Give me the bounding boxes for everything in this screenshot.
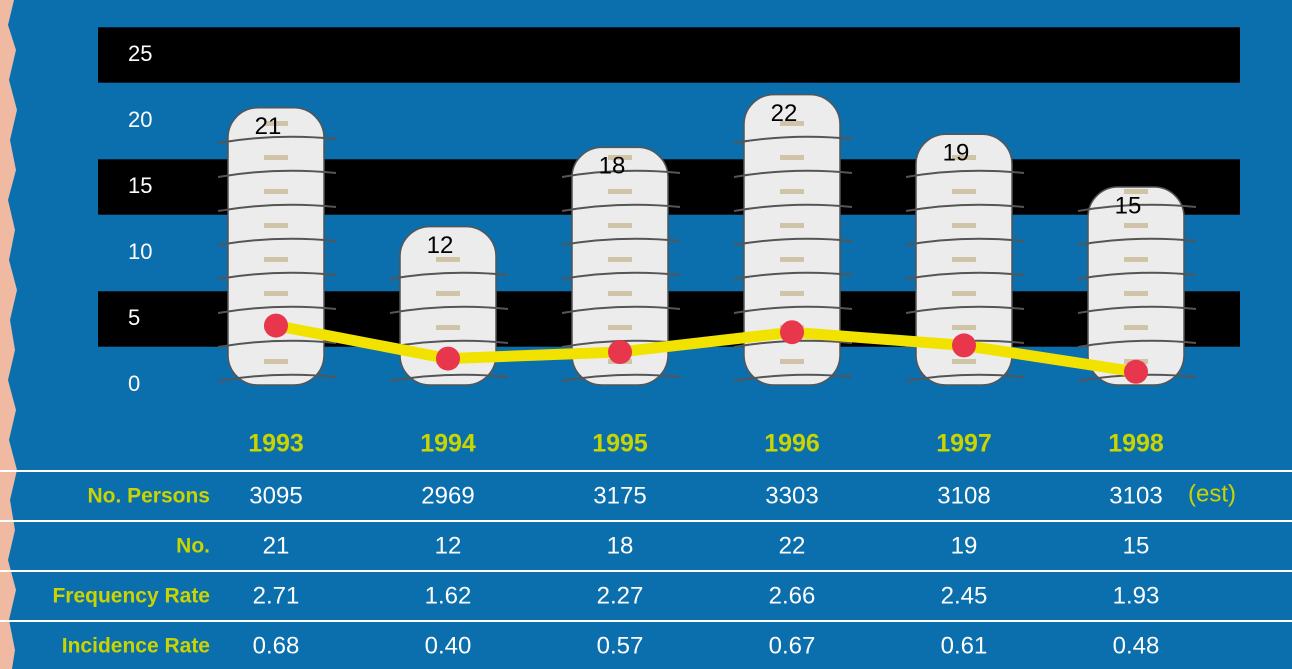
table-cell: 22: [779, 532, 806, 559]
y-tick-label: 20: [128, 107, 152, 132]
table-cell: 2.71: [253, 582, 300, 609]
helmet-badge: [264, 359, 288, 364]
x-tick-label: 1995: [592, 430, 648, 458]
helmet-badge: [608, 291, 632, 296]
table-cell: 1.93: [1113, 582, 1160, 609]
table-cell: 15: [1123, 532, 1150, 559]
helmet-badge: [952, 359, 976, 364]
table-cell: 3175: [593, 482, 646, 509]
table-cell: 2.66: [769, 582, 816, 609]
helmet-badge: [1124, 325, 1148, 330]
table-cell: 18: [607, 532, 634, 559]
table-cell: 3103: [1109, 482, 1162, 509]
table-cell: 0.57: [597, 632, 644, 659]
helmet-badge: [1124, 291, 1148, 296]
helmet-badge: [264, 291, 288, 296]
table-cell: 0.68: [253, 632, 300, 659]
x-tick-label: 1996: [764, 430, 820, 458]
value-label: 22: [771, 100, 798, 127]
table-cell: 12: [435, 532, 462, 559]
helmet-badge: [952, 257, 976, 262]
value-label: 18: [599, 153, 626, 180]
table-cell: 19: [951, 532, 978, 559]
helmet-badge: [264, 155, 288, 160]
chart: 0 5 10 15 20 25 21 1993 12 1994 18 1995 22 1996 19 1997…: [0, 0, 1292, 669]
table-cell: 0.61: [941, 632, 988, 659]
helmet-badge: [952, 325, 976, 330]
value-label: 21: [255, 113, 282, 140]
helmet-badge: [1124, 257, 1148, 262]
helmet-badge: [780, 257, 804, 262]
y-tick-label: 10: [128, 239, 152, 264]
grid-band: [98, 27, 1240, 82]
x-tick-label: 1997: [936, 430, 992, 458]
y-tick-label: 5: [128, 305, 140, 330]
table-cell: 0.67: [769, 632, 816, 659]
y-tick-label: 25: [128, 41, 152, 66]
helmet-badge: [608, 223, 632, 228]
helmet-badge: [952, 223, 976, 228]
row-label: No.: [176, 535, 210, 558]
helmet-badge: [264, 257, 288, 262]
helmet-badge: [780, 359, 804, 364]
table-cell: 3095: [249, 482, 302, 509]
table-cell: 0.48: [1113, 632, 1160, 659]
row-label: Frequency Rate: [52, 585, 210, 608]
line-marker: [264, 314, 288, 338]
table-cell: 2969: [421, 482, 474, 509]
helmet-badge: [780, 189, 804, 194]
helmet-badge: [780, 155, 804, 160]
line-marker: [780, 320, 804, 344]
helmet-badge: [780, 291, 804, 296]
y-tick-label: 0: [128, 371, 140, 396]
helmet-badge: [608, 325, 632, 330]
helmet-badge: [436, 291, 460, 296]
line-marker: [608, 340, 632, 364]
line-marker: [436, 347, 460, 371]
table-cell: 2.27: [597, 582, 644, 609]
helmet-badge: [608, 257, 632, 262]
value-label: 19: [943, 140, 970, 167]
table-cell: 3108: [937, 482, 990, 509]
line-marker: [1124, 360, 1148, 384]
helmet-badge: [264, 189, 288, 194]
helmet-badge: [952, 189, 976, 194]
helmet-badge: [952, 291, 976, 296]
value-label: 12: [427, 232, 454, 259]
row-label: Incidence Rate: [62, 635, 210, 658]
value-label: 15: [1115, 192, 1142, 219]
x-tick-label: 1994: [420, 430, 476, 458]
helmet-badge: [608, 189, 632, 194]
line-marker: [952, 333, 976, 357]
x-tick-label: 1993: [248, 430, 304, 458]
table-cell: 21: [263, 532, 290, 559]
y-tick-label: 15: [128, 173, 152, 198]
table-cell: 2.45: [941, 582, 988, 609]
table-cell: 1.62: [425, 582, 472, 609]
table-note: (est): [1188, 480, 1236, 507]
table-cell: 3303: [765, 482, 818, 509]
helmet-badge: [780, 223, 804, 228]
table-cell: 0.40: [425, 632, 472, 659]
helmet-badge: [436, 325, 460, 330]
helmet-badge: [264, 223, 288, 228]
helmet-badge: [1124, 223, 1148, 228]
row-label: No. Persons: [87, 485, 210, 508]
x-tick-label: 1998: [1108, 430, 1164, 458]
